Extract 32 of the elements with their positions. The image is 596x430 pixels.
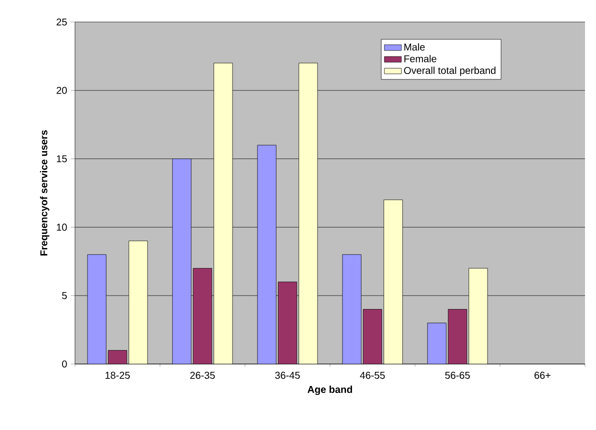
bar bbox=[427, 322, 446, 364]
x-tick-label: 26-35 bbox=[190, 372, 215, 379]
bar bbox=[257, 144, 276, 364]
bar bbox=[87, 254, 106, 364]
bar bbox=[468, 268, 488, 364]
bar bbox=[192, 268, 212, 364]
bar bbox=[214, 62, 233, 364]
y-tick-label: 15 bbox=[56, 155, 67, 162]
legend-label: Female bbox=[404, 54, 436, 62]
y-axis-title: Frequencyof service users bbox=[40, 130, 50, 256]
legend-label: Male bbox=[404, 43, 425, 51]
legend-label: Overall total perband bbox=[404, 66, 496, 76]
bar bbox=[298, 62, 318, 364]
bar bbox=[172, 158, 192, 364]
bar bbox=[278, 282, 298, 364]
bar bbox=[108, 350, 127, 364]
x-tick-label: 46-55 bbox=[360, 372, 385, 379]
y-tick-label: 0 bbox=[62, 360, 67, 368]
bar bbox=[128, 240, 148, 364]
x-tick-label: 56-65 bbox=[445, 372, 470, 379]
x-tick-label: 18-25 bbox=[106, 372, 130, 379]
x-tick-label: 66+ bbox=[534, 372, 550, 379]
y-tick-label: 25 bbox=[56, 18, 67, 26]
bar bbox=[448, 309, 468, 364]
bar bbox=[362, 309, 382, 364]
y-tick-label: 5 bbox=[62, 292, 67, 300]
bar bbox=[342, 254, 362, 364]
bar bbox=[384, 200, 403, 364]
y-tick-label: 10 bbox=[56, 224, 67, 231]
x-tick-label: 36-45 bbox=[275, 372, 300, 379]
y-tick-label: 20 bbox=[56, 86, 67, 94]
x-axis-title: Age band bbox=[308, 386, 352, 395]
